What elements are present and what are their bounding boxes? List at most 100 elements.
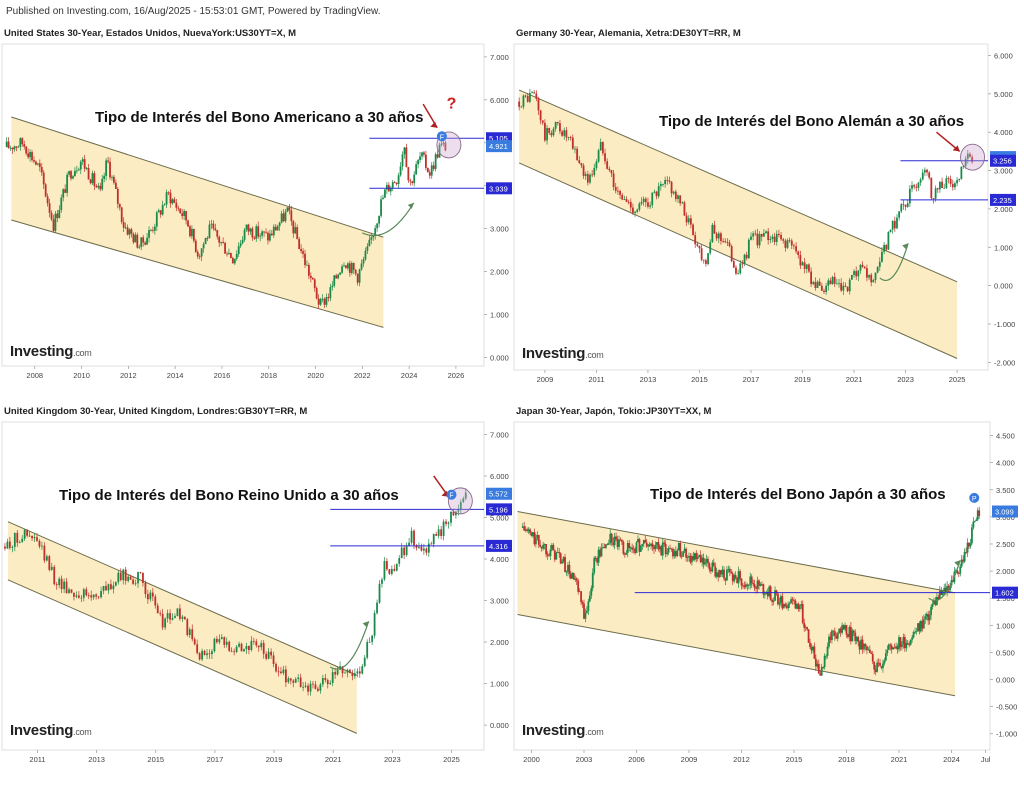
candle-body	[641, 543, 644, 546]
candle-body	[220, 637, 223, 640]
candle-body	[826, 646, 829, 656]
candle-body	[891, 220, 894, 230]
candle-body	[612, 173, 615, 188]
candle-body	[771, 599, 774, 602]
candle-body	[958, 178, 961, 181]
candle-body	[906, 643, 909, 645]
investing-logo: Investing.com	[522, 345, 604, 362]
candle-body	[267, 651, 270, 659]
candle-body	[848, 279, 851, 292]
event-marker[interactable]	[436, 131, 447, 142]
x-tick-label: 2019	[266, 755, 283, 764]
candle-body	[212, 223, 215, 229]
candle-body	[930, 177, 933, 199]
candle-body	[165, 192, 168, 205]
candle-body	[250, 640, 253, 651]
candle-body	[871, 654, 874, 662]
x-tick-label: 2022	[354, 371, 371, 380]
candle-body	[752, 233, 755, 237]
candle-body	[122, 222, 125, 228]
x-tick-label: 2013	[640, 375, 657, 384]
candle-body	[683, 548, 686, 552]
candle-body	[527, 529, 530, 531]
candle-body	[428, 172, 431, 176]
candle-body	[614, 187, 617, 191]
candle-body	[702, 259, 705, 261]
event-marker[interactable]	[446, 489, 457, 500]
candle-body	[855, 637, 858, 641]
y-tick-label: 3.500	[996, 486, 1015, 495]
candle-body	[673, 551, 676, 557]
candle-body	[661, 542, 664, 556]
event-marker[interactable]	[969, 492, 980, 503]
candle-body	[795, 246, 797, 252]
candle-body	[854, 632, 857, 641]
candle-body	[26, 529, 29, 536]
candle-body	[181, 616, 184, 619]
candle-body	[794, 600, 797, 609]
x-tick-label: 2009	[681, 755, 698, 764]
candle-body	[707, 253, 709, 264]
candle-body	[816, 281, 819, 288]
candle-body	[832, 630, 835, 632]
candle-body	[644, 198, 647, 203]
candle-body	[447, 522, 450, 524]
candle-body	[457, 509, 460, 512]
candle-body	[44, 184, 47, 197]
candle-body	[960, 166, 963, 179]
candle-body	[973, 520, 976, 522]
candle-body	[588, 595, 591, 602]
candle-body	[917, 182, 920, 188]
candle-body	[964, 158, 967, 167]
candle-body	[533, 532, 536, 545]
candle-body	[597, 150, 600, 162]
candle-body	[239, 243, 242, 247]
candle-body	[40, 167, 43, 173]
candle-body	[550, 132, 553, 136]
candle-body	[437, 529, 440, 536]
candle-body	[260, 643, 263, 648]
candle-body	[786, 240, 789, 248]
candle-body	[146, 594, 149, 600]
candle-body	[372, 235, 375, 238]
y-tick-label: 7.000	[490, 53, 509, 62]
candle-body	[286, 207, 289, 212]
x-tick-label: 2012	[120, 371, 137, 380]
candle-body	[799, 255, 802, 266]
candle-body	[31, 535, 33, 539]
candle-body	[425, 548, 428, 553]
channel-bottom-line	[7, 579, 358, 734]
candle-body	[154, 596, 157, 606]
candle-body	[249, 228, 252, 232]
candle-body	[750, 576, 753, 584]
candle-body	[853, 271, 855, 275]
candle-body	[803, 622, 806, 628]
candle-body	[625, 199, 628, 202]
candle-body	[563, 130, 566, 136]
candle-body	[376, 602, 378, 614]
candle-body	[109, 161, 111, 178]
y-tick-label: 2.000	[994, 205, 1013, 214]
candle-body	[676, 550, 679, 556]
candle-body	[737, 571, 740, 584]
candle-body	[65, 581, 68, 594]
candle-body	[85, 589, 88, 596]
candle-body	[237, 246, 240, 254]
candle-body	[280, 671, 282, 674]
candle-body	[640, 201, 643, 204]
candle-body	[717, 572, 720, 578]
candle-body	[403, 147, 406, 155]
candle-body	[650, 543, 652, 546]
y-tick-label: -2.000	[994, 358, 1015, 367]
candle-body	[390, 568, 393, 574]
candle-body	[198, 653, 201, 660]
candle-body	[526, 529, 529, 531]
candle-body	[46, 196, 49, 204]
candle-body	[863, 644, 865, 650]
candle-body	[629, 547, 632, 549]
candle-body	[248, 646, 250, 651]
candle-body	[45, 556, 48, 561]
candle-body	[874, 669, 877, 672]
candle-body	[800, 604, 803, 606]
candle-body	[580, 163, 583, 166]
